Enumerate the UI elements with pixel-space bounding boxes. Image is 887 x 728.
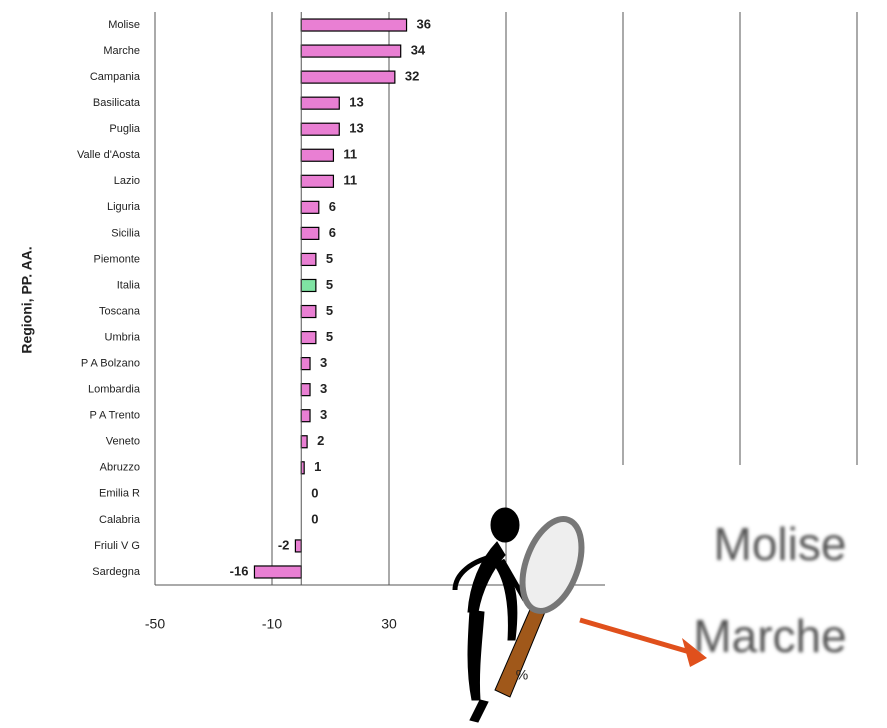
- y-tick-label: Campania: [90, 71, 141, 83]
- data-label: 11: [343, 147, 357, 162]
- magnifier-lens: [519, 516, 585, 614]
- zoom-label: Marche: [693, 610, 846, 662]
- y-tick-label: Molise: [108, 19, 140, 31]
- bar: [300, 44, 402, 58]
- bar: [300, 70, 396, 84]
- bar: [294, 539, 302, 553]
- data-label: 5: [326, 329, 333, 344]
- magnifier-cartoon: Molise Marche %: [440, 465, 887, 728]
- bar: [300, 96, 340, 110]
- y-tick-label: Toscana: [99, 305, 141, 317]
- bar: [300, 357, 311, 371]
- data-label: -16: [230, 563, 249, 578]
- data-label: -2: [278, 537, 290, 552]
- data-label: 6: [329, 199, 336, 214]
- data-label: 5: [326, 251, 333, 266]
- data-label: 32: [405, 69, 419, 84]
- y-tick-label: Basilicata: [93, 97, 141, 109]
- zoom-label: Molise: [714, 518, 847, 570]
- inset-background: [605, 465, 887, 728]
- bar: [300, 122, 340, 136]
- y-tick-label: Piemonte: [94, 253, 140, 265]
- y-axis-label: Regioni, PP. AA.: [19, 246, 35, 353]
- data-label: 3: [320, 407, 327, 422]
- y-tick-label: Lazio: [114, 175, 140, 187]
- bar: [300, 278, 317, 293]
- y-tick-label: Emilia R: [99, 488, 140, 500]
- data-label: 6: [329, 225, 336, 240]
- data-label: 0: [311, 485, 318, 500]
- bar: [300, 226, 320, 240]
- data-label: 2: [317, 433, 324, 448]
- data-label: 1: [314, 459, 321, 474]
- arrow-head: [682, 638, 707, 667]
- y-tick-label: Calabria: [99, 514, 141, 526]
- bar: [300, 174, 335, 188]
- data-label: 13: [349, 121, 363, 136]
- bar: [300, 304, 317, 319]
- bar: [300, 330, 317, 345]
- y-tick-label: Puglia: [109, 123, 140, 135]
- y-tick-label: Marche: [103, 45, 140, 57]
- y-tick-label: Umbria: [105, 331, 141, 343]
- data-label: 13: [349, 95, 363, 110]
- bar: [300, 252, 317, 267]
- x-axis-label: %: [516, 667, 528, 683]
- data-label: 3: [320, 355, 327, 370]
- y-tick-label: Friuli V G: [94, 540, 140, 552]
- y-tick-label: Lombardia: [88, 384, 141, 396]
- cartoon-figure: [452, 507, 528, 723]
- y-tick-label: Italia: [117, 279, 141, 291]
- x-tick-label: -50: [145, 616, 165, 632]
- bar: [300, 383, 311, 397]
- y-tick-label: Abruzzo: [100, 462, 140, 474]
- bar: [300, 18, 408, 32]
- x-tick-label: 30: [381, 616, 397, 632]
- y-tick-label: P A Trento: [89, 410, 140, 422]
- bar: [300, 435, 308, 449]
- data-label: 5: [326, 303, 333, 318]
- y-tick-label: Sardegna: [92, 566, 141, 578]
- arrow: [579, 617, 701, 658]
- data-label: 11: [343, 173, 357, 188]
- y-tick-label: Sicilia: [111, 227, 141, 239]
- bar: [300, 200, 320, 214]
- x-tick-label: -10: [262, 616, 282, 632]
- data-label: 34: [411, 43, 426, 58]
- data-label: 36: [417, 16, 431, 31]
- data-label: 3: [320, 381, 327, 396]
- data-label: 0: [311, 511, 318, 526]
- y-tick-label: Valle d'Aosta: [77, 149, 141, 161]
- y-tick-label: Liguria: [107, 201, 141, 213]
- y-tick-label: Veneto: [106, 436, 140, 448]
- bar: [300, 409, 311, 423]
- bar: [253, 565, 302, 579]
- bar: [300, 148, 335, 162]
- y-tick-label: P A Bolzano: [81, 358, 140, 370]
- data-label: 5: [326, 277, 333, 292]
